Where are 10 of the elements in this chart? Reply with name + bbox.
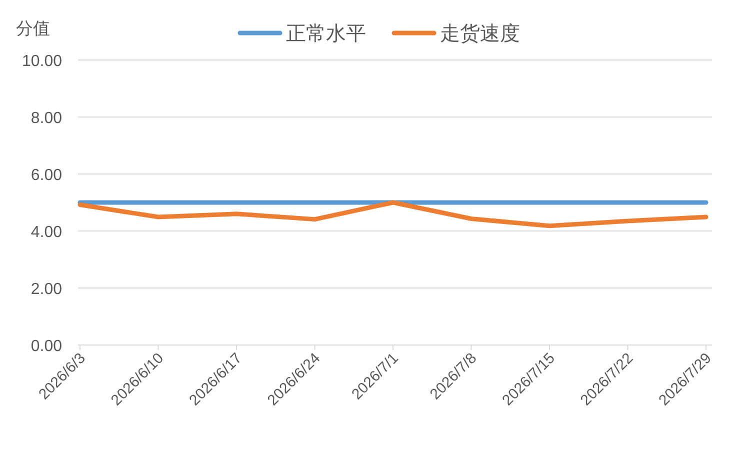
legend-label: 正常水平 — [286, 23, 366, 45]
y-tick-label: 10.00 — [22, 53, 62, 70]
y-tick-label: 2.00 — [30, 281, 62, 298]
y-tick-label: 8.00 — [30, 110, 62, 127]
legend-label: 走货速度 — [440, 23, 520, 45]
y-tick-label: 6.00 — [30, 167, 62, 184]
y-tick-label: 4.00 — [30, 224, 62, 241]
y-axis-title: 分值 — [16, 19, 50, 38]
y-tick-label: 0.00 — [30, 338, 62, 355]
line-series — [78, 200, 708, 228]
